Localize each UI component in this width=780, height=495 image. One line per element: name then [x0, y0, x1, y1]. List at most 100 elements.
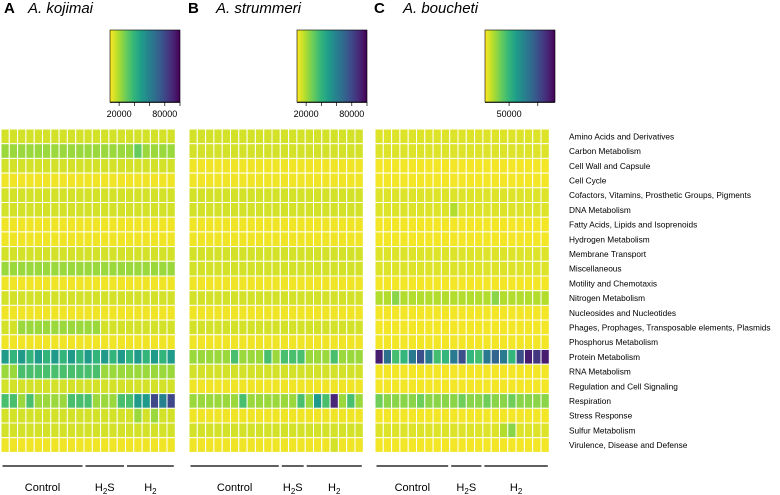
- heatmap-cell: [391, 260, 401, 277]
- heatmap-cell: [158, 172, 168, 189]
- heatmap-cell: [440, 216, 451, 233]
- heatmap-cell: [33, 231, 44, 248]
- heatmap-cell: [108, 290, 118, 306]
- heatmap-cell: [407, 143, 418, 159]
- heatmap-cell: [432, 187, 442, 204]
- heatmap-cell: [17, 246, 27, 262]
- heatmap-cell: [346, 143, 356, 159]
- heatmap-cell: [424, 304, 434, 321]
- heatmap-cell: [329, 319, 339, 336]
- heatmap-cell: [337, 172, 348, 189]
- heatmap-cell: [25, 304, 35, 321]
- heatmap-cell: [354, 304, 364, 321]
- heatmap-cell: [432, 246, 442, 262]
- heatmap-cell: [205, 216, 215, 233]
- heatmap-cell: [271, 304, 281, 321]
- heatmap-cell: [279, 349, 290, 365]
- heatmap-cell: [149, 304, 160, 321]
- heatmap-cell: [424, 231, 434, 248]
- heatmap-cell: [8, 246, 19, 262]
- heatmap-cell: [304, 260, 315, 277]
- row-label: Membrane Transport: [569, 249, 647, 259]
- heatmap-cell: [8, 202, 19, 218]
- heatmap-cell: [158, 143, 168, 159]
- heatmap-cell: [490, 407, 501, 424]
- heatmap-cell: [116, 290, 126, 306]
- heatmap-cell: [25, 246, 35, 262]
- heatmap-cell: [399, 275, 409, 292]
- heatmap-cell: [449, 143, 459, 159]
- heatmap-cell: [279, 246, 290, 262]
- heatmap-cell: [465, 143, 476, 159]
- heatmap-cell: [188, 349, 198, 365]
- heatmap-cell: [515, 172, 525, 189]
- heatmap-cell: [91, 260, 102, 277]
- heatmap-cell: [490, 290, 501, 306]
- heatmap-cell: [449, 407, 459, 424]
- heatmap-cell: [407, 275, 418, 292]
- heatmap-cell: [313, 407, 323, 424]
- heatmap-cell: [125, 304, 135, 321]
- heatmap-cell: [66, 231, 77, 248]
- heatmap-cell: [188, 128, 198, 145]
- heatmap-cell: [532, 246, 542, 262]
- heatmap-cell: [457, 143, 467, 159]
- heatmap-cell: [33, 143, 44, 159]
- heatmap-cell: [271, 231, 281, 248]
- heatmap-cell: [0, 363, 10, 380]
- heatmap-cell: [499, 143, 509, 159]
- heatmap-cell: [337, 275, 348, 292]
- heatmap-cell: [432, 231, 442, 248]
- heatmap-cell: [188, 216, 198, 233]
- heatmap-cell: [91, 334, 102, 350]
- heatmap-cell: [166, 319, 176, 336]
- heatmap-cell: [499, 260, 509, 277]
- heatmap-cell: [490, 143, 501, 159]
- heatmap-cell: [125, 393, 135, 409]
- heatmap-cell: [108, 349, 118, 365]
- row-label: Respiration: [569, 396, 611, 406]
- heatmap-cell: [42, 422, 52, 439]
- heatmap-cell: [238, 319, 248, 336]
- heatmap-cell: [304, 393, 315, 409]
- heatmap-cell: [254, 422, 265, 439]
- heatmap-cell: [100, 216, 110, 233]
- heatmap-cell: [271, 187, 281, 204]
- heatmap-cell: [33, 290, 44, 306]
- heatmap-cell: [391, 275, 401, 292]
- heatmap-cell: [532, 216, 542, 233]
- heatmap-cell: [42, 304, 52, 321]
- heatmap-cell: [58, 407, 68, 424]
- heatmap-cell: [313, 304, 323, 321]
- heatmap-cell: [313, 319, 323, 336]
- heatmap-cell: [440, 202, 451, 218]
- heatmap-cell: [100, 143, 110, 159]
- heatmap-cell: [279, 202, 290, 218]
- heatmap-cell: [540, 319, 550, 336]
- heatmap-cell: [304, 202, 315, 218]
- heatmap-cell: [416, 290, 426, 306]
- heatmap-cell: [205, 128, 215, 145]
- heatmap-cell: [540, 157, 550, 174]
- heatmap-cell: [382, 275, 393, 292]
- heatmap-cell: [399, 231, 409, 248]
- heatmap-cell: [329, 187, 339, 204]
- heatmap-cell: [296, 349, 306, 365]
- heatmap-cell: [17, 407, 27, 424]
- heatmap-cell: [221, 128, 231, 145]
- heatmap-cell: [8, 304, 19, 321]
- heatmap-cell: [432, 172, 442, 189]
- heatmap-cell: [424, 260, 434, 277]
- heatmap-cell: [271, 172, 281, 189]
- heatmap-cell: [158, 290, 168, 306]
- heatmap-cell: [17, 172, 27, 189]
- heatmap-cell: [125, 378, 135, 395]
- colorbar-tick-label-c: 50000: [497, 109, 522, 119]
- heatmap-cell: [17, 231, 27, 248]
- heatmap-cell: [457, 128, 467, 145]
- heatmap-cell: [540, 407, 550, 424]
- heatmap-cell: [382, 437, 393, 453]
- heatmap-cell: [75, 422, 85, 439]
- group-label-h2: H2: [510, 482, 523, 495]
